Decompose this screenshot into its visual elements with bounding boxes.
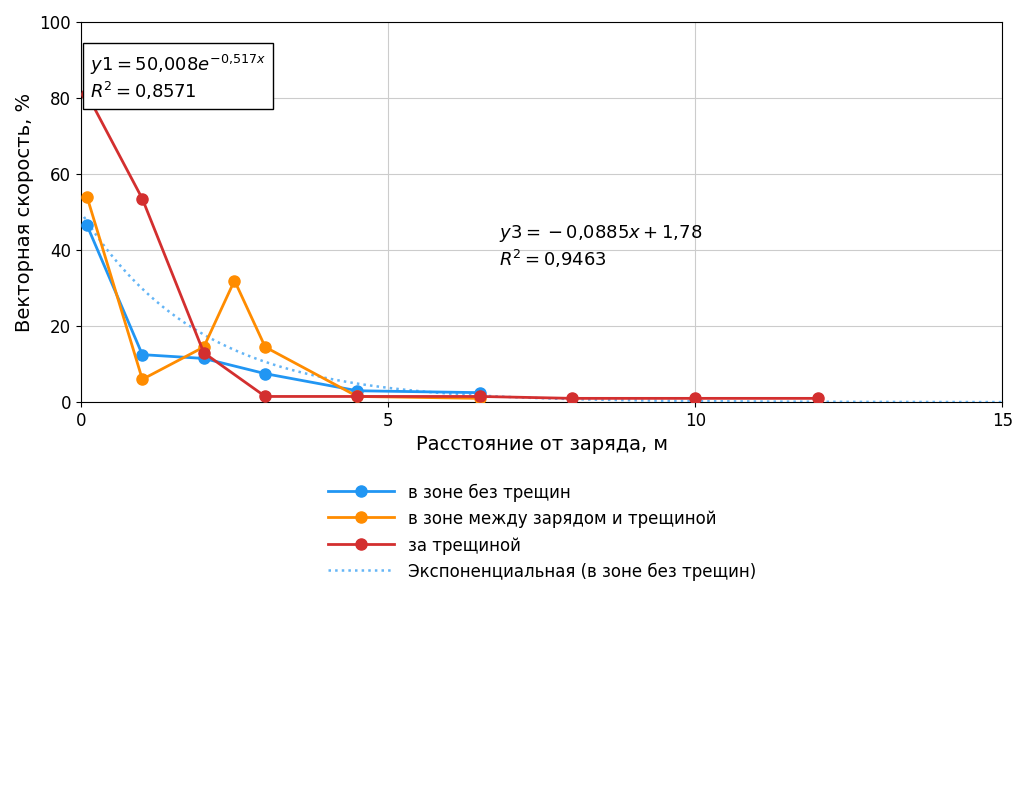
Legend: в зоне без трещин, в зоне между зарядом и трещиной, за трещиной, Экспоненциальна: в зоне без трещин, в зоне между зарядом … xyxy=(320,475,764,590)
Text: $y3 = -0{,}0885x + 1{,}78$
$R^2 = 0{,}9463$: $y3 = -0{,}0885x + 1{,}78$ $R^2 = 0{,}94… xyxy=(499,224,702,270)
X-axis label: Расстояние от заряда, м: Расстояние от заряда, м xyxy=(415,436,667,454)
Text: $y1 = 50{,}008e^{-0{,}517x}$
$R^2 = 0{,}8571$: $y1 = 50{,}008e^{-0{,}517x}$ $R^2 = 0{,}… xyxy=(90,52,266,102)
Y-axis label: Векторная скорость, %: Векторная скорость, % xyxy=(15,93,34,332)
